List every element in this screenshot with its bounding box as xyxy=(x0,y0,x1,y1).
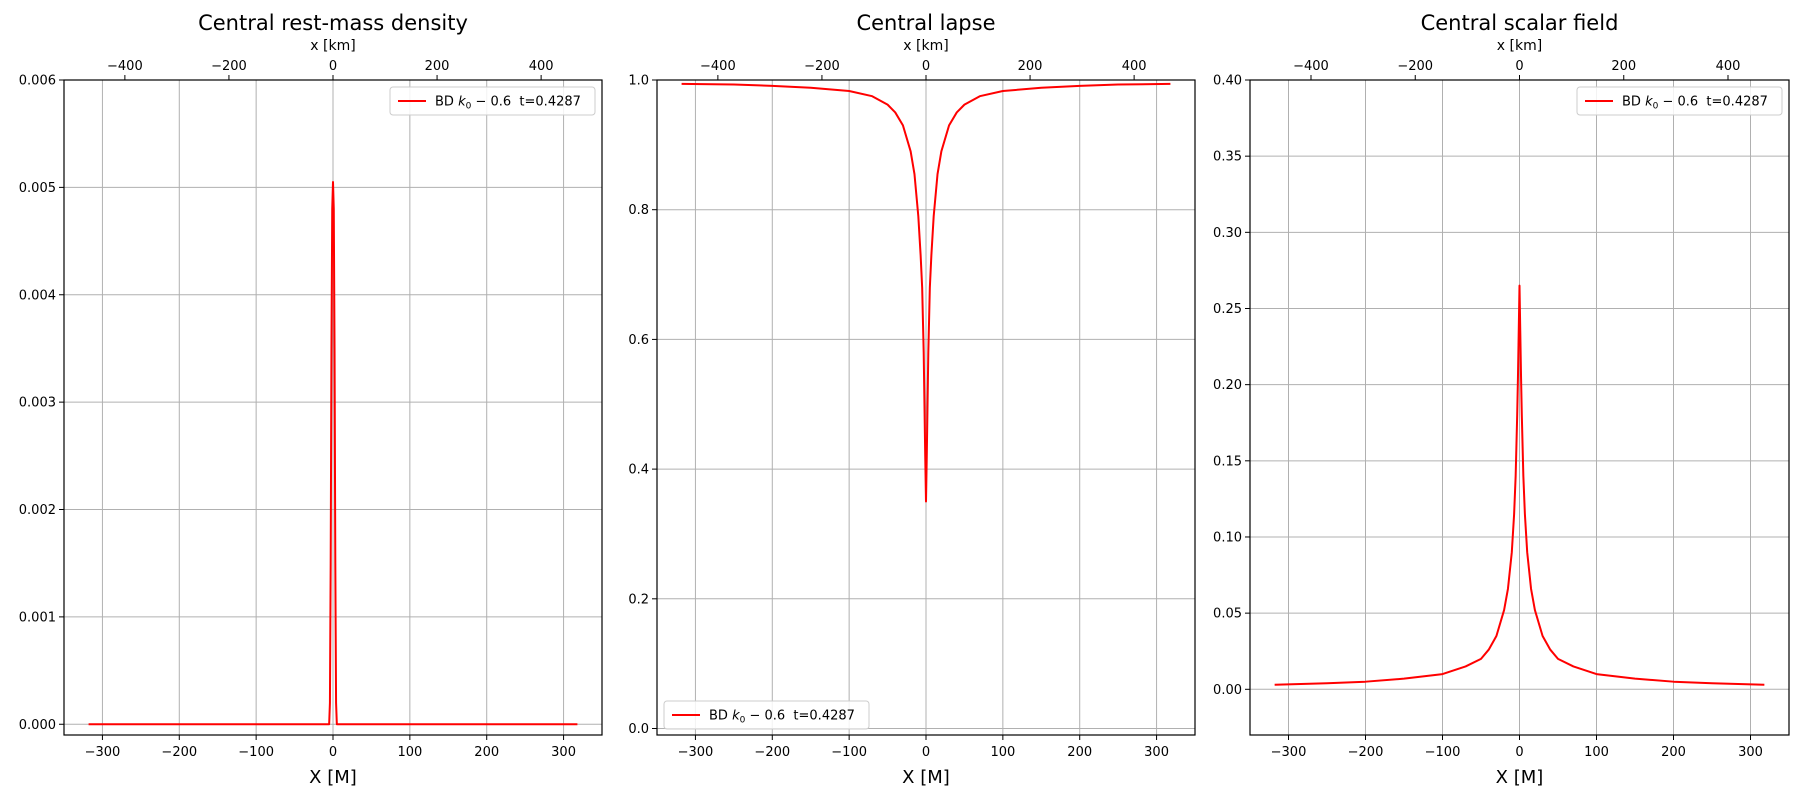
legend-box xyxy=(1576,86,1783,116)
y-tick-label: 0.40 xyxy=(1213,74,1242,89)
y-tick-label: 0.15 xyxy=(1213,454,1242,469)
x-tick-label: 300 xyxy=(1144,745,1169,760)
series-line-1 xyxy=(681,82,1171,503)
x2-axis-label: x [km] xyxy=(1497,38,1542,54)
y-tick-label: 0.8 xyxy=(628,203,649,218)
y-tick-label: 0.001 xyxy=(19,610,56,625)
legend-label: BD k0 − 0.6 t=0.4287 xyxy=(709,709,855,726)
x-tick-label: 100 xyxy=(397,745,422,760)
x2-tick-label: −400 xyxy=(700,59,736,74)
x-axis-label: X [M] xyxy=(902,767,950,788)
x-tick-label: −100 xyxy=(831,745,867,760)
x-axis-label: X [M] xyxy=(309,767,357,788)
chart-panel-3: −300 −200 −100 0 100 200 300 −400 −200 0 200 400 0.0… xyxy=(1213,11,1790,788)
x2-tick-label: 400 xyxy=(1716,59,1741,74)
y-tick-label: 0.10 xyxy=(1213,530,1242,545)
x-tick-label: −200 xyxy=(1348,745,1384,760)
x-tick-label: −200 xyxy=(754,745,790,760)
x-tick-label: 300 xyxy=(551,745,576,760)
x-tick-label: 200 xyxy=(1661,745,1686,760)
y-tick-label: 0.00 xyxy=(1213,683,1242,698)
y-tick-label: 0.2 xyxy=(628,592,649,607)
legend-box xyxy=(389,86,596,116)
chart-panel-2: −300 −200 −100 0 100 200 300 −400 −200 0 200 400 0.0… xyxy=(628,11,1196,788)
legend: BD k0 − 0.6 t=0.4287 xyxy=(389,86,596,116)
legend: BD k0 − 0.6 t=0.4287 xyxy=(1576,86,1783,116)
y-tick-label: 0.003 xyxy=(19,396,56,411)
y-tick-label: 0.20 xyxy=(1213,378,1242,393)
x2-axis-label: x [km] xyxy=(903,38,948,54)
legend: BD k0 − 0.6 t=0.4287 xyxy=(663,700,870,730)
x-tick-label: −300 xyxy=(1271,745,1307,760)
series-line-1 xyxy=(88,181,578,726)
series-line-1 xyxy=(1274,284,1765,686)
x2-tick-label: −200 xyxy=(804,59,840,74)
x2-tick-label: −400 xyxy=(1293,59,1329,74)
x2-tick-label: −200 xyxy=(211,59,247,74)
y-tick-label: 0.0 xyxy=(628,722,649,737)
x-tick-label: 200 xyxy=(474,745,499,760)
x2-tick-label: 0 xyxy=(922,59,930,74)
y-tick-label: 1.0 xyxy=(628,74,649,89)
y-tick-label: 0.004 xyxy=(19,288,56,303)
x-tick-label: 0 xyxy=(329,745,337,760)
x2-tick-label: 200 xyxy=(425,59,450,74)
y-tick-label: 0.35 xyxy=(1213,150,1242,165)
x-tick-label: 0 xyxy=(922,745,930,760)
chart-title: Central lapse xyxy=(856,11,995,35)
x-axis-label: X [M] xyxy=(1496,767,1544,788)
x2-axis-label: x [km] xyxy=(310,38,355,54)
x-tick-label: −100 xyxy=(238,745,274,760)
x2-tick-label: 200 xyxy=(1611,59,1636,74)
legend-box xyxy=(663,700,870,730)
legend-label: BD k0 − 0.6 t=0.4287 xyxy=(435,95,581,112)
chart-title: Central scalar field xyxy=(1421,11,1619,35)
y-tick-label: 0.25 xyxy=(1213,302,1242,317)
x-tick-label: 100 xyxy=(990,745,1015,760)
chart-title: Central rest-mass density xyxy=(198,11,468,35)
x2-tick-label: 200 xyxy=(1018,59,1043,74)
y-tick-label: 0.006 xyxy=(19,74,56,89)
x2-tick-label: 400 xyxy=(1122,59,1147,74)
x-tick-label: 300 xyxy=(1738,745,1763,760)
chart-panel-1: −300 −200 −100 0 100 200 300 −400 −200 0 200 400 0.0… xyxy=(19,11,603,788)
x-tick-label: −300 xyxy=(678,745,714,760)
x-tick-label: 0 xyxy=(1515,745,1523,760)
y-tick-label: 0.000 xyxy=(19,718,56,733)
y-tick-label: 0.4 xyxy=(628,463,649,478)
x-tick-label: −100 xyxy=(1425,745,1461,760)
x-tick-label: 100 xyxy=(1584,745,1609,760)
y-tick-label: 0.6 xyxy=(628,333,649,348)
x2-tick-label: 0 xyxy=(1515,59,1523,74)
legend-label: BD k0 − 0.6 t=0.4287 xyxy=(1622,95,1768,112)
x-tick-label: −300 xyxy=(85,745,121,760)
x2-tick-label: −400 xyxy=(107,59,143,74)
x2-tick-label: 400 xyxy=(529,59,554,74)
x-tick-label: −200 xyxy=(161,745,197,760)
y-tick-label: 0.30 xyxy=(1213,226,1242,241)
x-tick-label: 200 xyxy=(1067,745,1092,760)
y-tick-label: 0.05 xyxy=(1213,607,1242,622)
y-tick-label: 0.005 xyxy=(19,181,56,196)
x2-tick-label: 0 xyxy=(329,59,337,74)
x2-tick-label: −200 xyxy=(1397,59,1433,74)
y-tick-label: 0.002 xyxy=(19,503,56,518)
